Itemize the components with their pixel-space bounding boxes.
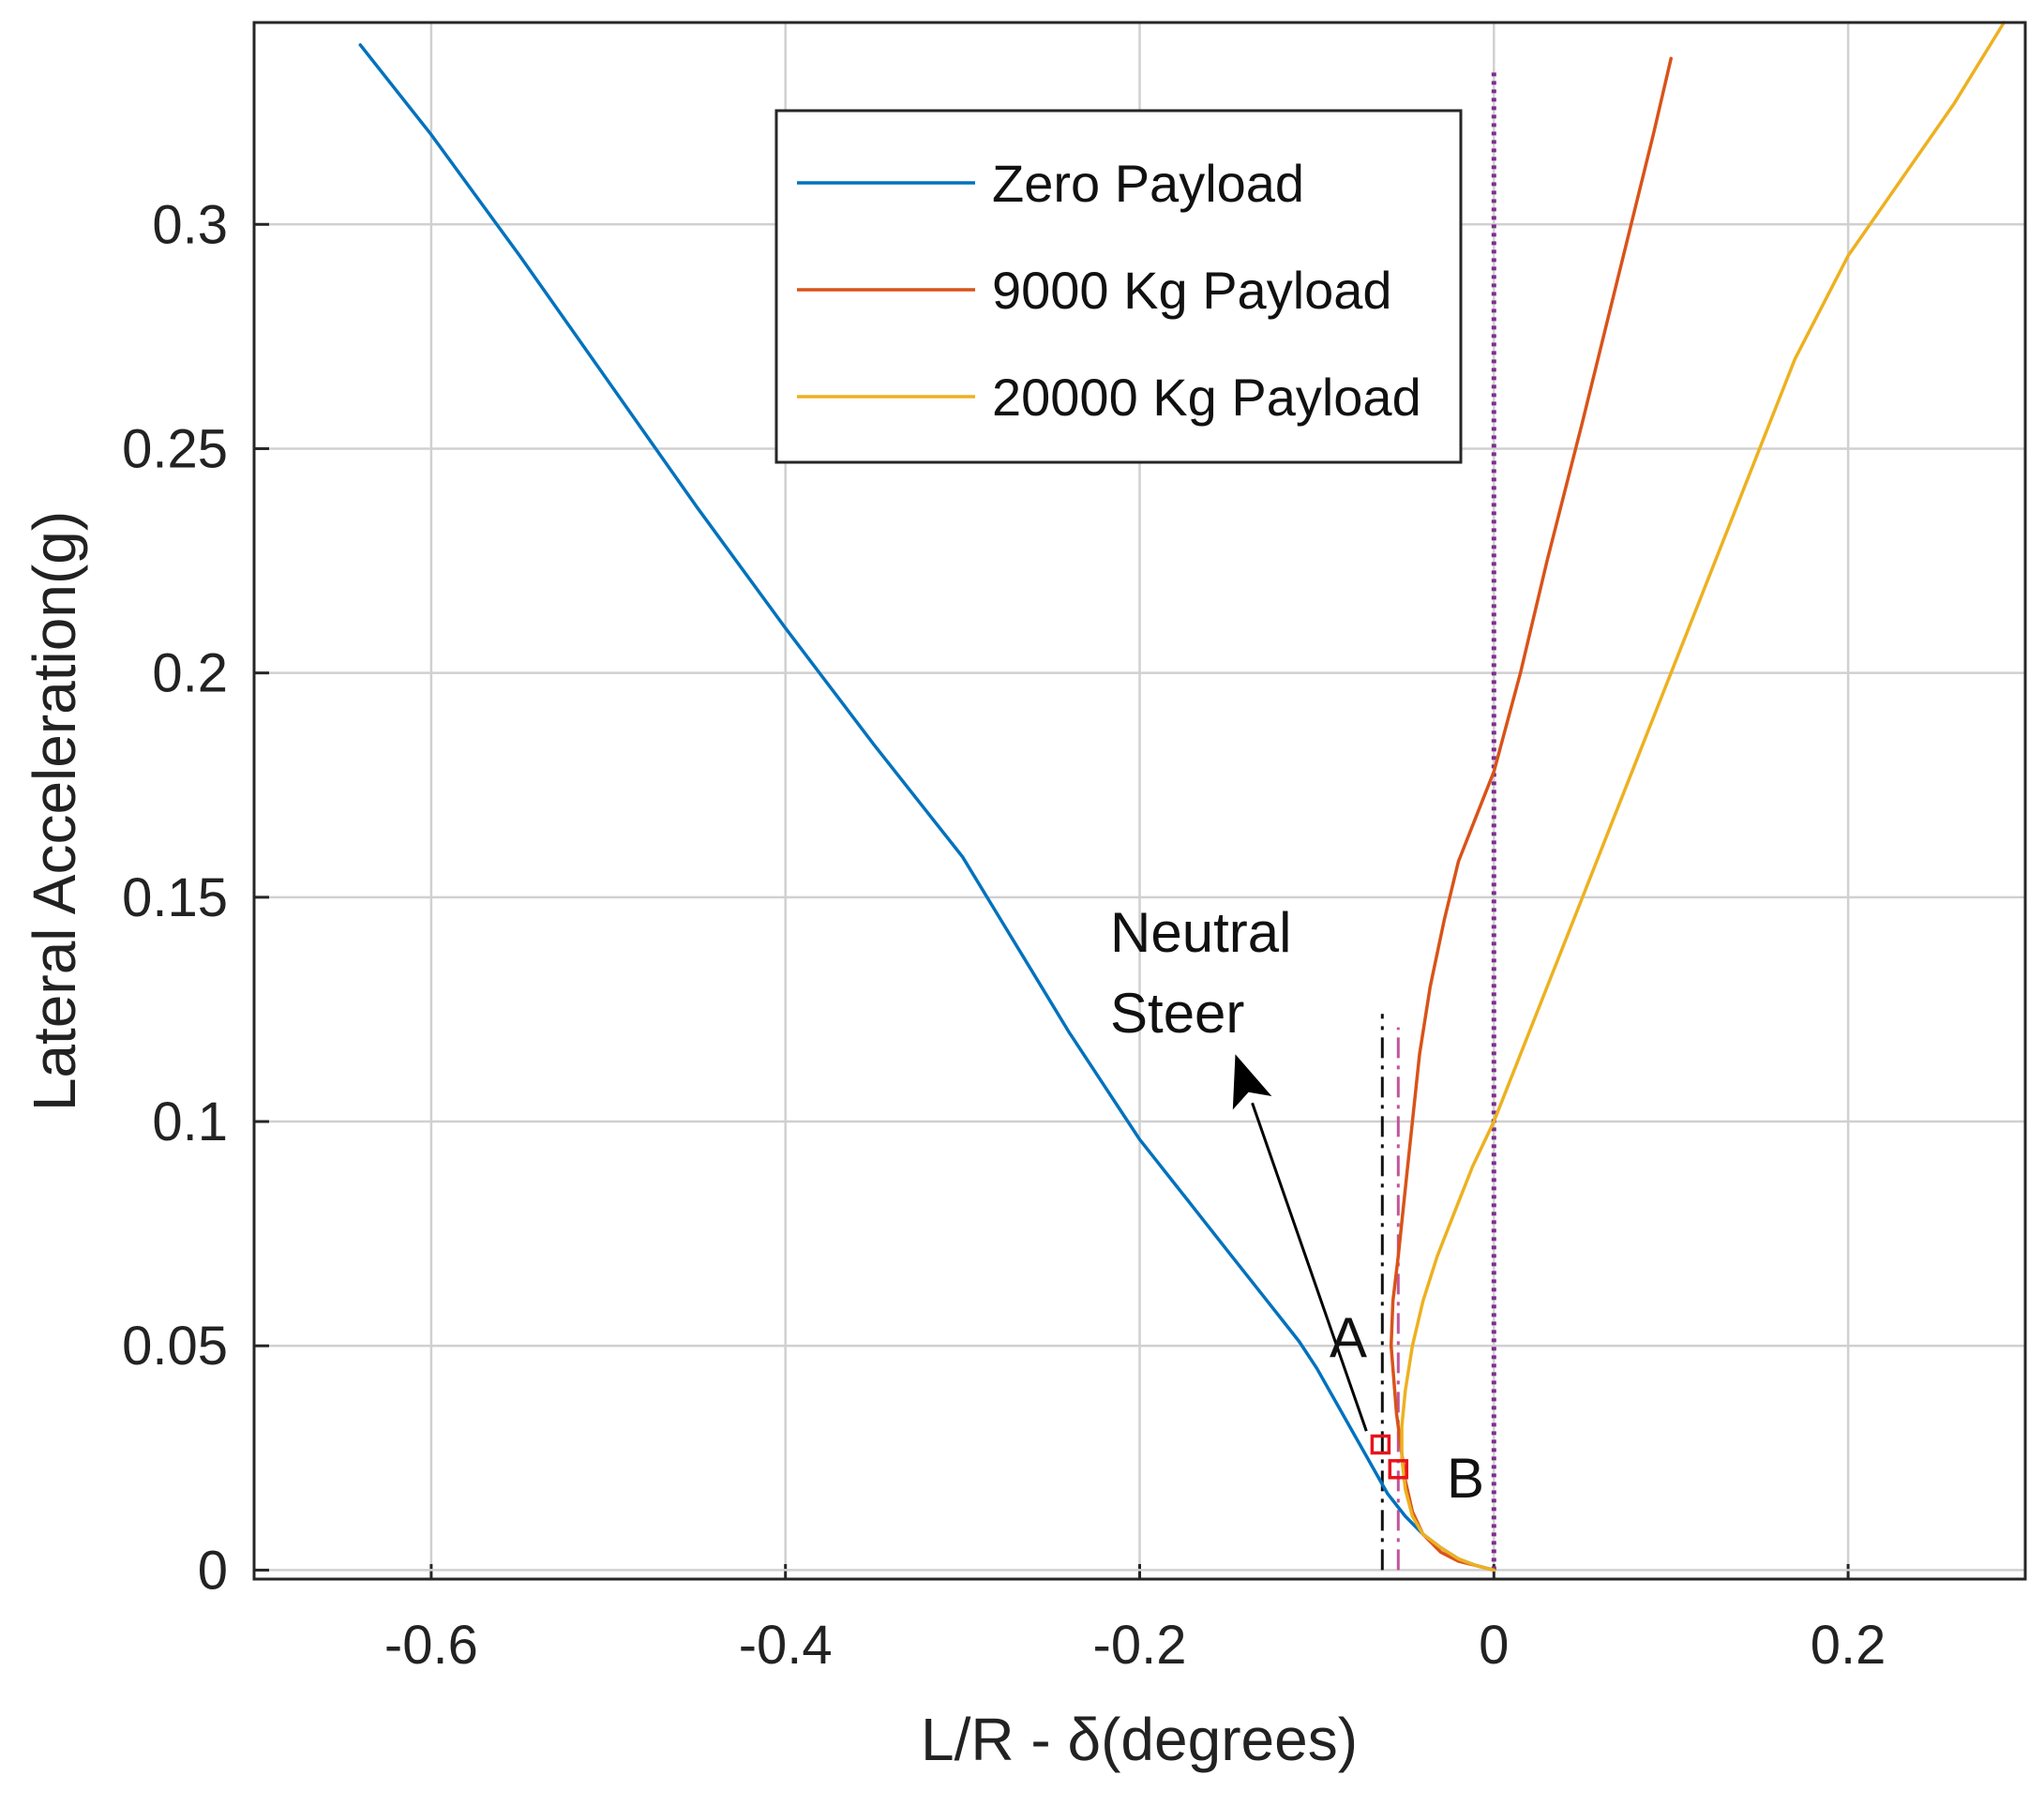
point-b-label: B xyxy=(1447,1447,1484,1510)
legend-entry: 9000 Kg Payload xyxy=(992,261,1392,320)
y-tick-label: 0.2 xyxy=(152,643,228,704)
markers-group xyxy=(1370,1434,1409,1480)
y-tick-label: 0.15 xyxy=(122,867,228,928)
neutral-steer-arrow-head xyxy=(1232,1054,1272,1110)
x-tick-label: 0 xyxy=(1479,1615,1509,1676)
x-tick-label: -0.2 xyxy=(1093,1615,1187,1676)
series-group xyxy=(358,21,2006,1573)
x-tick-labels: -0.6 -0.4 -0.2 0 0.2 xyxy=(384,1615,1886,1676)
x-tick-label: -0.4 xyxy=(739,1615,833,1676)
legend-entry: Zero Payload xyxy=(992,154,1304,213)
marker-a xyxy=(1370,1434,1391,1455)
y-tick-label: 0 xyxy=(198,1540,228,1601)
y-tick-label: 0.05 xyxy=(122,1316,228,1377)
y-tick-label: 0.3 xyxy=(152,194,228,255)
neutral-steer-annotation: Neutral Steer A B xyxy=(1110,901,1484,1510)
neutral-steer-label-line2: Steer xyxy=(1110,982,1244,1045)
series-line-zero-payload xyxy=(358,43,1496,1573)
y-tick-label: 0.1 xyxy=(152,1091,228,1152)
marker-b xyxy=(1388,1459,1409,1480)
legend-entry: 20000 Kg Payload xyxy=(992,368,1421,427)
x-tick-label: -0.6 xyxy=(384,1615,478,1676)
legend-box xyxy=(774,109,1463,464)
series-line-20000-kg-payload xyxy=(1400,21,2006,1573)
legend: Zero Payload 9000 Kg Payload 20000 Kg Payl… xyxy=(774,109,1463,464)
neutral-steer-arrow-shaft xyxy=(1251,1102,1368,1432)
y-tick-labels: 0 0.05 0.1 0.15 0.2 0.25 0.3 xyxy=(122,194,228,1601)
y-axis-label: Lateral Acceleration(g) xyxy=(21,511,88,1111)
reference-lines xyxy=(1380,71,1496,1571)
y-tick-label: 0.25 xyxy=(122,418,228,479)
x-axis-label: L/R - δ(degrees) xyxy=(921,1706,1358,1773)
point-a-label: A xyxy=(1330,1306,1367,1369)
axes-box xyxy=(252,21,2027,1581)
x-tick-label: 0.2 xyxy=(1811,1615,1886,1676)
neutral-steer-label-line1: Neutral xyxy=(1110,901,1291,964)
